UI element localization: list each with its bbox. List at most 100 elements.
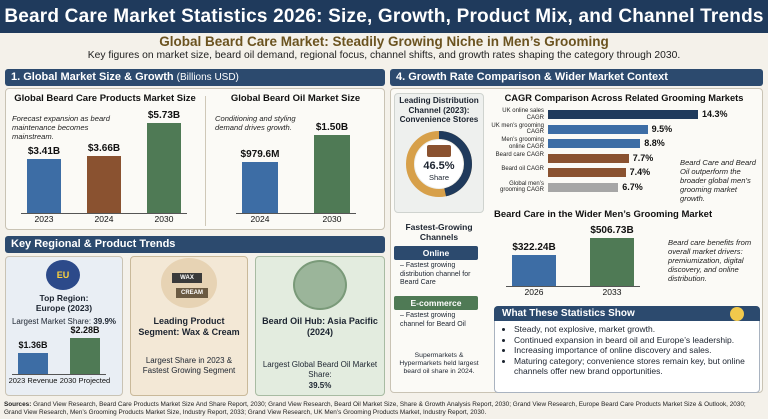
section4-header: 4. Growth Rate Comparison & Wider Market… <box>390 69 763 86</box>
chart-bar <box>548 124 648 134</box>
wider-market-chart: $322.24B 2026 $506.73B 2033 <box>494 222 664 298</box>
segment-title: Leading Product Segment: Wax & Cream <box>138 316 240 337</box>
chart-bar <box>548 153 629 163</box>
page-title: Beard Care Market Statistics 2026: Size,… <box>0 0 768 33</box>
section1-unit: (Billions USD) <box>176 72 239 83</box>
chart-bar <box>242 162 278 213</box>
sources-text: Grand View Research, Beard Care Products… <box>4 401 746 416</box>
chart-bar <box>18 352 48 374</box>
chart-bar <box>590 238 634 286</box>
bar-value-label: 6.7% <box>622 181 643 192</box>
products-note: Forecast expansion as beard maintenance … <box>12 114 110 141</box>
insight-item: Continued expansion in beard oil and Eur… <box>514 335 756 346</box>
axis-tick-label: Global men’s grooming CAGR <box>499 180 544 194</box>
ecommerce-label: E-commerce <box>394 296 478 310</box>
sources-footer: Sources: Grand View Research, Beard Care… <box>4 401 764 417</box>
online-label: Online <box>394 246 478 260</box>
axis-tick-label: 2030 <box>322 214 342 224</box>
distribution-value: 46.5% <box>423 160 455 172</box>
section1-title: 1. Global Market Size & Growth <box>11 71 174 83</box>
region-label: Top Region: <box>39 293 89 303</box>
axis-tick-label: 2023 <box>34 214 54 224</box>
bar-value-label: $3.66B <box>87 142 121 154</box>
axis-tick-label: 2030 <box>154 214 174 224</box>
oil-note: Conditioning and styling demand drives g… <box>215 114 296 132</box>
distribution-donut <box>406 131 472 197</box>
region-share: Largest Market Share: 39.9% <box>5 317 123 326</box>
products-chart-title: Global Beard Care Products Market Size <box>14 93 196 104</box>
page-subtitle: Global Beard Care Market: Steadily Growi… <box>159 34 609 49</box>
sources-label: Sources: <box>4 401 32 408</box>
bar-value-label: $1.36B <box>18 339 48 350</box>
oil-hub-title: Beard Oil Hub: Asia Pacific (2024) <box>262 316 378 337</box>
axis-tick-label: UK men’s grooming CAGR <box>491 122 544 136</box>
store-icon <box>427 145 451 157</box>
axis-line <box>21 213 187 214</box>
chart-bar <box>314 135 350 213</box>
bar-value-label: $5.73B <box>147 110 181 121</box>
chart-bar <box>87 155 121 213</box>
supermarket-note: Supermarkets & Hypermarkets held largest… <box>399 352 479 375</box>
bar-value-label: $322.24B <box>512 242 556 254</box>
axis-tick-label: 2030 Projected <box>59 376 111 385</box>
axis-tick-label: UK online sales CAGR <box>502 108 544 121</box>
section2-header: Key Regional & Product Trends <box>5 236 385 253</box>
chart-bar <box>512 255 556 286</box>
cagr-chart: UK online sales CAGR 14.3% UK men’s groomi… <box>488 106 760 198</box>
products-market-chart: $3.41B 2023 $3.66B 2024 $5.73B 2030 <box>10 100 200 225</box>
ecommerce-note: – Fastest growing channel for Beard Oil <box>400 312 466 328</box>
oil-hub-value: 39.5% <box>308 381 332 390</box>
section1-header: 1. Global Market Size & Growth (Billions… <box>5 69 385 86</box>
europe-market-chart: $1.36B 2023 Revenue $2.28B 2030 Projected <box>8 320 120 396</box>
axis-tick-label: 2023 Revenue <box>8 376 58 385</box>
bar-value-label: 9.5% <box>651 123 673 134</box>
chart-bar <box>548 110 698 119</box>
donut-share-arc <box>406 131 472 197</box>
chart-bar <box>548 139 641 148</box>
region-share-label: Largest Market Share: <box>11 317 92 326</box>
region-title: Top Region: Europe (2023) <box>5 293 123 313</box>
axis-tick-label: Beard care CAGR <box>495 151 544 158</box>
bar-value-label: $979.6M <box>240 149 280 161</box>
bar-value-label: 7.7% <box>632 152 654 163</box>
chart-bar <box>70 338 100 374</box>
axis-line <box>506 286 640 287</box>
cagr-chart-title: CAGR Comparison Across Related Grooming … <box>504 93 744 103</box>
region-share-value: 39.9% <box>93 317 117 326</box>
insight-item: Steady, not explosive, market growth. <box>514 324 756 335</box>
chart-bar <box>27 159 61 213</box>
axis-line <box>12 374 106 375</box>
lightbulb-icon <box>730 307 744 321</box>
axis-tick-label: Beard oil CAGR <box>501 166 544 172</box>
oil-chart-title: Global Beard Oil Market Size <box>230 93 361 104</box>
axis-tick-label: 2033 <box>602 287 622 297</box>
panel-divider <box>205 96 206 226</box>
axis-tick-label: 2024 <box>250 214 270 224</box>
chart-bar <box>147 123 181 213</box>
bar-value-label: $506.73B <box>590 225 634 236</box>
wax-label: WAX <box>172 273 202 283</box>
wider-note: Beard care benefits from overall market … <box>668 238 752 283</box>
bar-value-label: 14.3% <box>702 109 728 119</box>
bar-value-label: $2.28B <box>70 325 100 335</box>
insights-title: What These Statistics Show <box>494 306 760 321</box>
globe-icon <box>293 260 347 310</box>
flag-text: EU <box>56 270 70 280</box>
segment-note: Largest Share in 2023 & Fastest Growing … <box>142 356 236 375</box>
oil-hub-note: Largest Global Beard Oil Market Share: <box>262 360 378 379</box>
cagr-note: Beard Care and Beard Oil outperform the … <box>680 158 756 203</box>
page-description: Key figures on market size, beard oil de… <box>87 50 681 61</box>
bar-value-label: 7.4% <box>629 167 651 177</box>
wax-jar-icon <box>161 258 217 308</box>
distribution-value-label: Share <box>428 173 449 182</box>
region-name: Europe (2023) <box>35 303 93 313</box>
channels-title: Fastest-Growing Channels <box>405 222 473 242</box>
bar-value-label: $1.50B <box>315 122 349 133</box>
insights-list: Steady, not explosive, market growth. Co… <box>506 324 756 377</box>
chart-bar <box>548 168 626 177</box>
europe-map-icon: EU <box>46 260 80 290</box>
axis-tick-label: 2024 <box>94 214 114 224</box>
axis-tick-label: Men’s grooming online CAGR <box>501 137 544 150</box>
wider-chart-title: Beard Care in the Wider Men’s Grooming M… <box>494 209 713 220</box>
oil-market-chart: $979.6M 2024 $1.50B 2030 <box>210 100 380 225</box>
